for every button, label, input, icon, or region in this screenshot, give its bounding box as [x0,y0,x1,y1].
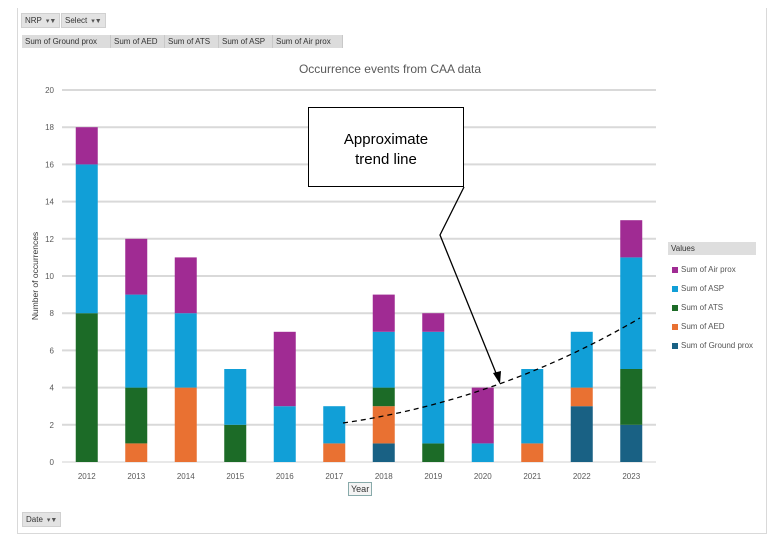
legend-swatch-icon [672,342,678,349]
bar-segment[interactable] [372,387,395,407]
legend: Values Sum of Air prox Sum of ASP Sum of A… [668,242,756,350]
y-tick-label: 16 [45,160,54,169]
bar-segment[interactable] [273,406,296,462]
value-header-aed[interactable]: Sum of AED [111,35,165,48]
bar-segment[interactable] [75,313,98,462]
bar-segment[interactable] [125,387,148,444]
bar-segment[interactable] [620,220,643,258]
bar-segment[interactable] [570,331,593,388]
y-tick-label: 2 [50,421,55,430]
chart-title: Occurrence events from CAA data [299,62,481,76]
legend-item[interactable]: Sum of ATS [668,303,756,312]
bar-segment[interactable] [323,406,346,444]
bar-segment[interactable] [521,443,544,462]
legend-label: Sum of ATS [681,303,724,312]
legend-label: Sum of Ground prox [681,341,754,350]
value-header-ats[interactable]: Sum of ATS [165,35,219,48]
legend-label: Sum of Air prox [681,265,736,274]
x-tick-label: 2016 [276,472,294,481]
date-filter-button[interactable]: Date ▾▼ [22,512,62,527]
legend-swatch-icon [672,323,678,330]
year-field-button[interactable]: Year [348,482,373,496]
bar-segment[interactable] [372,406,395,444]
date-filter-label: Date [26,515,43,524]
bar-segment[interactable] [570,406,593,462]
x-tick-label: 2018 [375,472,393,481]
bar-segment[interactable] [422,313,445,332]
value-header-ground-prox[interactable]: Sum of Ground prox [22,35,111,48]
x-tick-label: 2020 [474,472,492,481]
y-tick-label: 10 [45,272,54,281]
bar-segment[interactable] [570,387,593,407]
bar-segment[interactable] [620,369,643,425]
nrp-filter-label: NRP [25,16,42,25]
bar-segment[interactable] [521,369,544,444]
bar-segment[interactable] [125,294,148,388]
legend-label: Sum of AED [681,322,725,331]
value-header-air-prox[interactable]: Sum of Air prox [273,35,343,48]
x-tick-label: 2023 [622,472,640,481]
value-header-asp[interactable]: Sum of ASP [219,35,273,48]
legend-label: Sum of ASP [681,284,725,293]
x-tick-label: 2014 [177,472,195,481]
legend-item[interactable]: Sum of Ground prox [668,341,756,350]
bar-segment[interactable] [471,387,494,444]
bar-segment[interactable] [323,443,346,462]
select-filter-label: Select [65,16,88,25]
y-tick-label: 6 [50,346,55,355]
bar-segment[interactable] [224,369,247,425]
legend-swatch-icon [672,266,678,273]
y-tick-label: 18 [45,123,54,132]
legend-item[interactable]: Sum of Air prox [668,265,756,274]
y-axis-label: Number of occurrences [30,232,40,320]
callout-line-2: trend line [355,151,417,168]
bar-segment[interactable] [224,424,247,462]
bar-segment[interactable] [620,424,643,462]
bar-segment[interactable] [372,443,395,462]
bar-segment[interactable] [174,387,197,462]
x-tick-label: 2015 [226,472,244,481]
legend-title: Values [668,242,756,255]
bar-segment[interactable] [620,257,643,369]
bar-segment[interactable] [75,127,98,165]
select-filter-button[interactable]: Select ▾▼ [61,13,106,28]
legend-swatch-icon [672,285,678,292]
legend-item[interactable]: Sum of AED [668,322,756,331]
y-tick-label: 14 [45,198,54,207]
bar-segment[interactable] [125,443,148,462]
callout-line-1: Approximate [343,131,429,148]
legend-item[interactable]: Sum of ASP [668,284,756,293]
bar-segment[interactable] [372,294,395,332]
bar-segment[interactable] [422,331,445,444]
y-tick-label: 20 [45,86,54,95]
x-tick-label: 2017 [325,472,343,481]
y-tick-label: 4 [50,384,55,393]
x-tick-label: 2021 [523,472,541,481]
bar-segment[interactable] [273,331,296,407]
x-tick-label: 2019 [424,472,442,481]
filter-icon: ▾▼ [45,18,57,25]
x-tick-label: 2012 [78,472,96,481]
x-tick-label: 2013 [127,472,145,481]
x-tick-label: 2022 [573,472,591,481]
bar-segment[interactable] [422,443,445,462]
bar-segment[interactable] [471,443,494,462]
chart-frame [17,8,767,534]
y-tick-label: 12 [45,235,54,244]
bar-segment[interactable] [75,164,98,314]
y-tick-label: 8 [50,309,55,318]
filter-icon: ▾▼ [91,18,102,25]
y-tick-label: 0 [50,458,55,467]
legend-swatch-icon [672,304,678,311]
bar-segment[interactable] [125,238,148,295]
nrp-filter-button[interactable]: NRP ▾▼ [21,13,61,28]
bar-segment[interactable] [174,313,197,388]
bar-segment[interactable] [372,331,395,388]
trend-line-callout: Approximate trend line [308,107,464,187]
filter-icon: ▾▼ [46,517,58,524]
bar-segment[interactable] [174,257,197,314]
